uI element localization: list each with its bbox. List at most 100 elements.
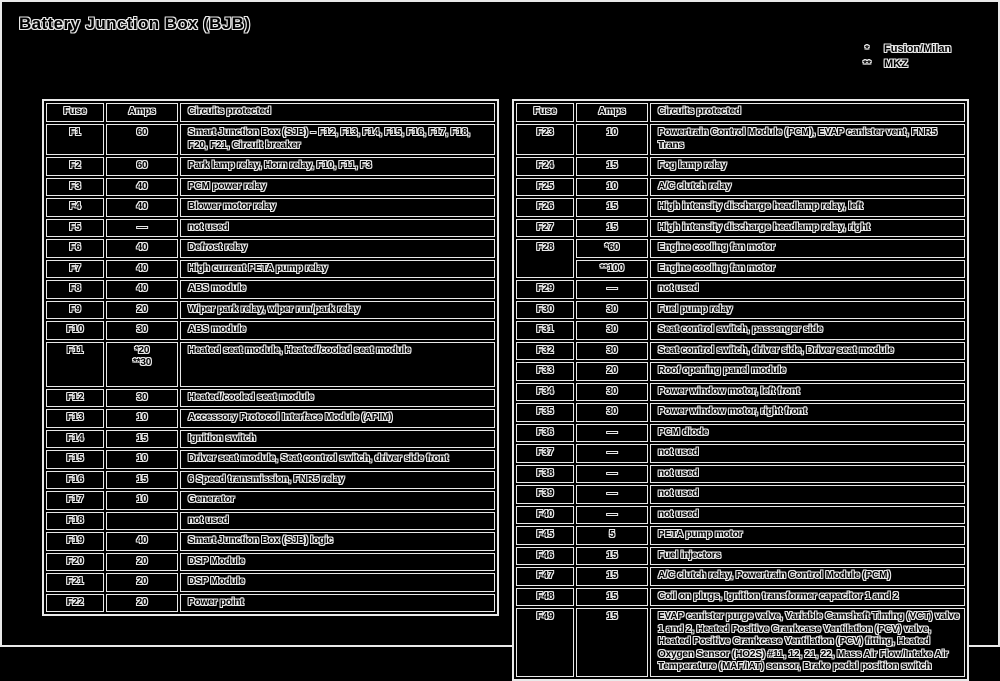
circuits-cell: Defrost relay: [180, 239, 495, 258]
legend-label: Fusion/Milan: [884, 43, 952, 55]
amps-cell: 15: [576, 546, 648, 565]
circuits-cell: High current PETA pump relay: [180, 259, 495, 278]
fuse-cell: F24: [516, 157, 574, 176]
circuits-cell: Coil on plugs, Ignition transformer capa…: [650, 587, 965, 606]
circuits-cell: A/C clutch relay: [650, 177, 965, 196]
amps-cell: 10: [106, 491, 178, 510]
circuits-cell: Heated seat module, Heated/cooled seat m…: [180, 341, 495, 387]
fuse-row-f3: F3 40 PCM power relay: [46, 177, 495, 196]
fuse-cell: F2: [46, 157, 104, 176]
double-asterisk-marker: **: [863, 59, 871, 70]
fuse-cell: F22: [46, 593, 104, 612]
header-amps: Amps: [106, 103, 178, 122]
circuits-cell: ABS module: [180, 321, 495, 340]
fuse-row-f46: F46 15 Fuel injectors: [516, 546, 965, 565]
header-circuits: Circuits protected: [650, 103, 965, 122]
amps-cell: —: [576, 464, 648, 483]
circuits-cell: A/C clutch relay, Powertrain Control Mod…: [650, 567, 965, 586]
fuse-row-f1: F1 60 Smart Junction Box (SJB) – F12, F13,…: [46, 124, 495, 155]
fuse-row-f27: F27 15 High intensity discharge headlamp r…: [516, 218, 965, 237]
circuits-cell: 6 Speed transmission, FNR5 relay: [180, 470, 495, 489]
header-row: Fuse Amps Circuits protected: [516, 103, 965, 122]
fuse-row-f38: F38— not used: [516, 464, 965, 483]
circuits-cell: not used: [650, 444, 965, 463]
fuse-cell: F45: [516, 526, 574, 545]
circuits-cell: not used: [180, 218, 495, 237]
amps-cell: 60: [106, 157, 178, 176]
fuse-row-f12: F12 30 Heated/cooled seat module: [46, 388, 495, 407]
legend-label: MKZ: [884, 58, 908, 70]
amps-cell: 20: [106, 300, 178, 319]
fuse-cell: F1: [46, 124, 104, 155]
amps-cell: —: [576, 505, 648, 524]
circuits-cell: DSP Module: [180, 552, 495, 571]
fuse-row-f33: F33 20 Roof opening panel module: [516, 362, 965, 381]
fuse-cell: F12: [46, 388, 104, 407]
circuits-cell: Powertrain Control Module (PCM), EVAP ca…: [650, 124, 965, 155]
fuse-row-f28: **100 Engine cooling fan motor: [516, 259, 965, 278]
circuits-cell: Accessory Protocol Interface Module (API…: [180, 409, 495, 428]
fuse-row-f26: F26 15 High intensity discharge headlamp r…: [516, 198, 965, 217]
fuse-row-f17: F17 10 Generator: [46, 491, 495, 510]
header-fuse: Fuse: [516, 103, 574, 122]
circuits-cell: Blower motor relay: [180, 198, 495, 217]
circuits-cell: Engine cooling fan motor: [650, 259, 965, 278]
fuse-row-f11: F11 *20 **30 Heated seat module, Heated/co…: [46, 341, 495, 387]
amps-cell: 20: [106, 552, 178, 571]
fuse-row-f31: F31 30 Seat control switch, passenger side: [516, 321, 965, 340]
fuse-cell: F26: [516, 198, 574, 217]
fuse-row-f48: F48 15 Coil on plugs, Ignition transformer…: [516, 587, 965, 606]
fuse-row-f19: F19 40 Smart Junction Box (SJB) logic: [46, 532, 495, 551]
circuits-cell: Power point: [180, 593, 495, 612]
fuse-cell: F25: [516, 177, 574, 196]
fuse-cell: F23: [516, 124, 574, 155]
header-fuse: Fuse: [46, 103, 104, 122]
fuse-row-f14: F14 15 Ignition switch: [46, 429, 495, 448]
amps-cell: 15: [576, 567, 648, 586]
circuits-cell: ABS module: [180, 280, 495, 299]
amps-cell: 40: [106, 532, 178, 551]
fuse-cell: F49: [516, 608, 574, 677]
fuse-row-f39: F39— not used: [516, 485, 965, 504]
legend-row-fusion-milan: * Fusion/Milan: [854, 42, 951, 57]
circuits-cell: Driver seat module, Seat control switch,…: [180, 450, 495, 469]
circuits-cell: EVAP canister purge valve, Variable Cams…: [650, 608, 965, 677]
fuse-row-f36: F36— PCM diode: [516, 423, 965, 442]
fuse-row-f7: F7 40 High current PETA pump relay: [46, 259, 495, 278]
amps-cell: 40: [106, 177, 178, 196]
amps-cell: 5: [576, 526, 648, 545]
amps-cell: **100: [576, 259, 648, 278]
circuits-cell: Fog lamp relay: [650, 157, 965, 176]
amps-cell: 15: [576, 157, 648, 176]
amps-cell: 40: [106, 239, 178, 258]
fuse-cell: F29: [516, 280, 574, 299]
amps-cell: 15: [106, 470, 178, 489]
circuits-cell: PCM power relay: [180, 177, 495, 196]
asterisk-marker: *: [865, 44, 869, 55]
fuse-row-f34: F34 30 Power window motor, left front: [516, 382, 965, 401]
amps-cell: —: [576, 280, 648, 299]
circuits-cell: PETA pump motor: [650, 526, 965, 545]
circuits-cell: PCM diode: [650, 423, 965, 442]
fuse-cell: F20: [46, 552, 104, 571]
amps-cell: 15: [576, 198, 648, 217]
fuse-cell: F19: [46, 532, 104, 551]
fuse-cell: F9: [46, 300, 104, 319]
fuse-cell: F47: [516, 567, 574, 586]
amps-cell: 30: [576, 341, 648, 360]
fuse-row-f5: F5— not used: [46, 218, 495, 237]
fuse-row-f9: F9 20 Wiper park relay, wiper run/park rel…: [46, 300, 495, 319]
fuse-row-f6: F6 40 Defrost relay: [46, 239, 495, 258]
fuse-row-f10: F10 30 ABS module: [46, 321, 495, 340]
amps-cell: 15: [576, 587, 648, 606]
fuse-cell: F3: [46, 177, 104, 196]
circuits-cell: Seat control switch, driver side, Driver…: [650, 341, 965, 360]
fuse-row-f29: F29— not used: [516, 280, 965, 299]
fuse-cell: F5: [46, 218, 104, 237]
amps-cell: 30: [106, 321, 178, 340]
amps-cell: 10: [106, 409, 178, 428]
circuits-cell: Wiper park relay, wiper run/park relay: [180, 300, 495, 319]
fuse-cell: F36: [516, 423, 574, 442]
amps-cell: 40: [106, 280, 178, 299]
